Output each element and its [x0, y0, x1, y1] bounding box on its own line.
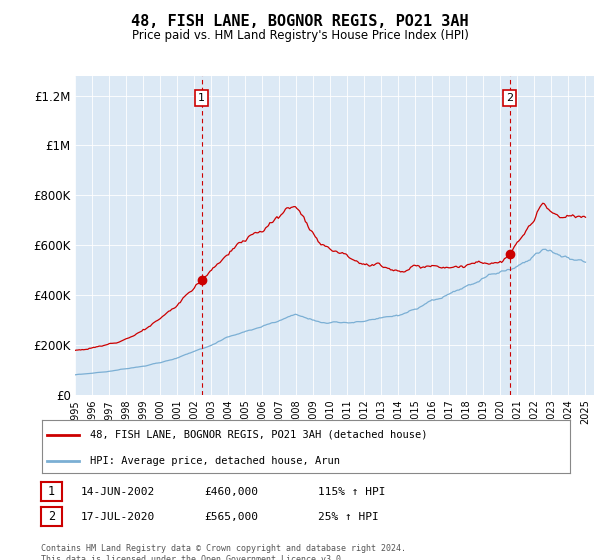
Text: 48, FISH LANE, BOGNOR REGIS, PO21 3AH (detached house): 48, FISH LANE, BOGNOR REGIS, PO21 3AH (d… [89, 430, 427, 440]
Text: £565,000: £565,000 [204, 512, 258, 522]
Text: 25% ↑ HPI: 25% ↑ HPI [318, 512, 379, 522]
Text: £460,000: £460,000 [204, 487, 258, 497]
Text: 2: 2 [506, 93, 513, 103]
Text: 17-JUL-2020: 17-JUL-2020 [81, 512, 155, 522]
Text: 48, FISH LANE, BOGNOR REGIS, PO21 3AH: 48, FISH LANE, BOGNOR REGIS, PO21 3AH [131, 14, 469, 29]
Text: 1: 1 [198, 93, 205, 103]
Text: 2: 2 [48, 510, 55, 524]
Text: 14-JUN-2002: 14-JUN-2002 [81, 487, 155, 497]
Text: 115% ↑ HPI: 115% ↑ HPI [318, 487, 386, 497]
Text: HPI: Average price, detached house, Arun: HPI: Average price, detached house, Arun [89, 456, 340, 466]
Text: 1: 1 [48, 485, 55, 498]
Text: Price paid vs. HM Land Registry's House Price Index (HPI): Price paid vs. HM Land Registry's House … [131, 29, 469, 42]
Text: Contains HM Land Registry data © Crown copyright and database right 2024.
This d: Contains HM Land Registry data © Crown c… [41, 544, 406, 560]
